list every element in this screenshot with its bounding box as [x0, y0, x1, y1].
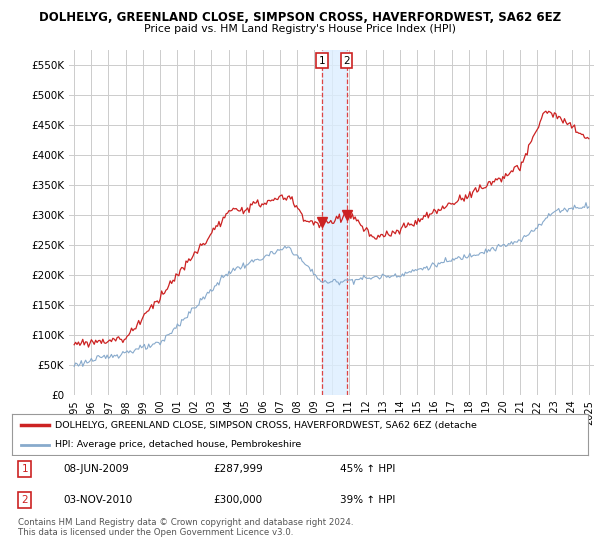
- Bar: [322, 50, 347, 395]
- Text: 1: 1: [319, 55, 326, 66]
- Text: £300,000: £300,000: [214, 495, 263, 505]
- Text: 45% ↑ HPI: 45% ↑ HPI: [340, 464, 395, 474]
- Text: 2: 2: [22, 495, 28, 505]
- Text: DOLHELYG, GREENLAND CLOSE, SIMPSON CROSS, HAVERFORDWEST, SA62 6EZ (detache: DOLHELYG, GREENLAND CLOSE, SIMPSON CROSS…: [55, 421, 477, 430]
- Text: 03-NOV-2010: 03-NOV-2010: [64, 495, 133, 505]
- Text: £287,999: £287,999: [214, 464, 263, 474]
- Text: Price paid vs. HM Land Registry's House Price Index (HPI): Price paid vs. HM Land Registry's House …: [144, 24, 456, 34]
- Text: HPI: Average price, detached house, Pembrokeshire: HPI: Average price, detached house, Pemb…: [55, 440, 301, 449]
- Text: 2: 2: [343, 55, 350, 66]
- Text: Contains HM Land Registry data © Crown copyright and database right 2024.
This d: Contains HM Land Registry data © Crown c…: [18, 518, 353, 538]
- Text: 1: 1: [22, 464, 28, 474]
- Text: 39% ↑ HPI: 39% ↑ HPI: [340, 495, 395, 505]
- Text: 08-JUN-2009: 08-JUN-2009: [64, 464, 130, 474]
- Text: DOLHELYG, GREENLAND CLOSE, SIMPSON CROSS, HAVERFORDWEST, SA62 6EZ: DOLHELYG, GREENLAND CLOSE, SIMPSON CROSS…: [39, 11, 561, 24]
